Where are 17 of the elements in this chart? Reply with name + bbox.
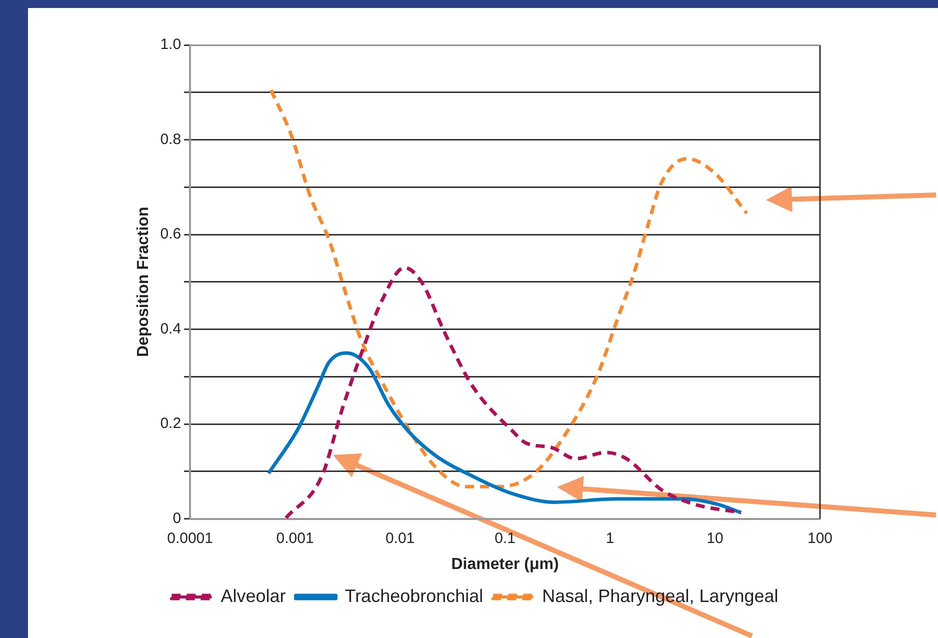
y-axis-title: Deposition Fraction	[135, 206, 152, 358]
legend-label: Alveolar	[220, 586, 286, 606]
y-tick-label: 0.4	[160, 320, 182, 338]
x-tick-label: 10	[706, 530, 724, 547]
y-tick-label: 0.8	[160, 130, 182, 148]
x-tick-label: 100	[807, 530, 833, 547]
y-tick-label: 1.0	[160, 36, 182, 54]
y-tick-label: 0.2	[160, 415, 182, 432]
legend-label: Tracheobronchial	[344, 586, 484, 606]
x-tick-label: 0.1	[494, 530, 516, 547]
x-tick-label: 0.0001	[167, 530, 213, 547]
x-axis-title: Diameter (μm)	[451, 556, 559, 573]
y-tick-label: 0	[172, 510, 182, 527]
x-tick-label: 0.001	[276, 530, 314, 547]
y-tick-label: 0.6	[160, 226, 182, 243]
x-tick-label: 0.01	[385, 530, 415, 547]
x-tick-label: 1	[606, 530, 614, 547]
